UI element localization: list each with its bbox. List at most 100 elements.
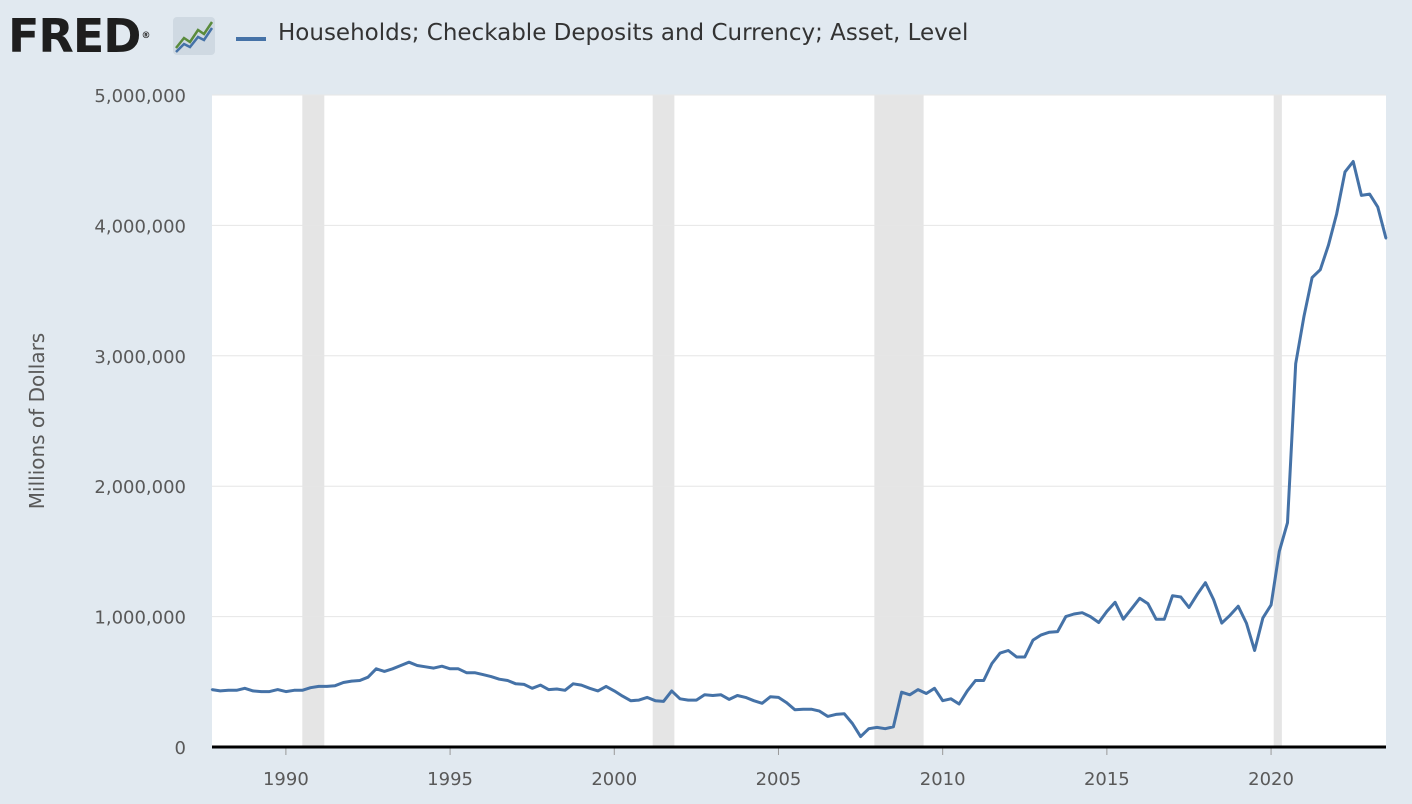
y-tick-label: 4,000,000 (94, 216, 186, 237)
data-point (834, 713, 838, 716)
data-point (301, 689, 304, 692)
data-point (1048, 631, 1051, 634)
legend-series-line (236, 37, 266, 41)
data-point (391, 667, 394, 670)
data-point (613, 689, 616, 693)
data-point (1310, 276, 1314, 279)
data-point (1097, 621, 1100, 624)
data-point (531, 687, 534, 690)
data-point (998, 651, 1002, 655)
data-point (1327, 243, 1330, 247)
data-point (227, 689, 230, 692)
data-points (210, 160, 1388, 738)
data-point (1089, 615, 1092, 618)
data-point (1384, 237, 1388, 240)
x-tick-label: 1995 (427, 769, 473, 790)
data-point (736, 694, 739, 697)
chart-header: FRED® Households; Checkable Deposits and… (0, 0, 1412, 80)
data-point (1056, 630, 1059, 633)
data-point (1237, 605, 1240, 608)
data-point (752, 699, 755, 702)
data-point (317, 685, 320, 688)
x-tick-label: 2005 (756, 769, 802, 790)
plot-background (212, 95, 1386, 747)
data-point (473, 671, 476, 674)
x-tick-label: 2010 (920, 769, 966, 790)
data-point (276, 688, 279, 691)
data-point (637, 698, 641, 702)
data-point (333, 684, 337, 687)
data-point (342, 681, 345, 684)
data-point (1196, 593, 1199, 596)
data-point (1302, 315, 1306, 318)
data-point (596, 689, 600, 693)
data-point (1015, 655, 1018, 659)
data-point (555, 687, 558, 691)
line-chart-icon (173, 17, 215, 55)
data-point (859, 735, 862, 738)
data-point (448, 667, 452, 670)
data-point (1081, 611, 1084, 614)
data-point (1138, 597, 1141, 600)
data-point (769, 695, 772, 698)
data-point (268, 690, 271, 693)
data-point (1204, 581, 1207, 584)
data-point (982, 679, 985, 682)
data-point (498, 678, 501, 681)
data-point (1319, 268, 1322, 271)
data-point (325, 685, 329, 688)
chart-title[interactable]: Households; Checkable Deposits and Curre… (278, 20, 969, 46)
data-point (210, 688, 214, 691)
data-point (1286, 521, 1289, 524)
data-point (424, 665, 427, 668)
data-point (292, 689, 296, 692)
data-point (1105, 610, 1109, 613)
data-point (399, 664, 402, 667)
y-tick-label: 3,000,000 (94, 347, 186, 368)
data-point (1179, 595, 1183, 599)
data-point (350, 679, 353, 683)
data-point (916, 688, 920, 691)
data-point (875, 726, 879, 729)
data-point (260, 690, 263, 693)
fred-logo[interactable]: FRED® (8, 8, 150, 64)
data-point (695, 698, 698, 702)
data-point (1007, 649, 1010, 652)
x-axis-ticks: 1990 1995 2000 2005 2010 2015 2020 (263, 747, 1294, 790)
data-point (235, 689, 238, 692)
gridlines (212, 94, 1386, 618)
data-point (760, 702, 764, 705)
y-tick-label: 5,000,000 (94, 86, 186, 107)
data-point (1163, 618, 1166, 621)
recession-band-2 (652, 95, 675, 747)
data-point (1113, 601, 1117, 604)
data-point (966, 689, 969, 693)
data-point (1360, 194, 1363, 197)
data-point (777, 696, 780, 699)
data-point (465, 671, 468, 674)
data-point (1352, 160, 1355, 163)
data-point (687, 698, 690, 702)
data-point (1154, 618, 1158, 621)
data-point (522, 683, 526, 686)
data-point (933, 687, 936, 690)
data-point (1171, 594, 1174, 597)
data-point (514, 682, 517, 685)
data-point (744, 696, 747, 699)
y-tick-label: 0 (175, 738, 186, 759)
data-point (358, 679, 361, 682)
data-point (793, 708, 797, 711)
data-point (1031, 638, 1035, 642)
x-tick-label: 1990 (263, 769, 309, 790)
data-point (711, 694, 714, 697)
data-point (489, 675, 493, 678)
data-point (219, 689, 222, 693)
data-point (670, 689, 673, 693)
data-point (974, 679, 977, 682)
data-point (662, 700, 665, 703)
registered-mark: ® (141, 31, 150, 41)
series-line[interactable] (211, 160, 1388, 739)
data-point (851, 722, 854, 725)
data-point (703, 693, 706, 696)
